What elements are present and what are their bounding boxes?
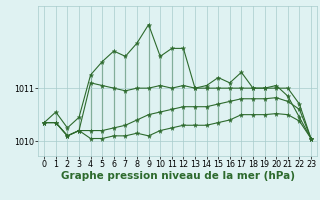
X-axis label: Graphe pression niveau de la mer (hPa): Graphe pression niveau de la mer (hPa) xyxy=(60,171,295,181)
